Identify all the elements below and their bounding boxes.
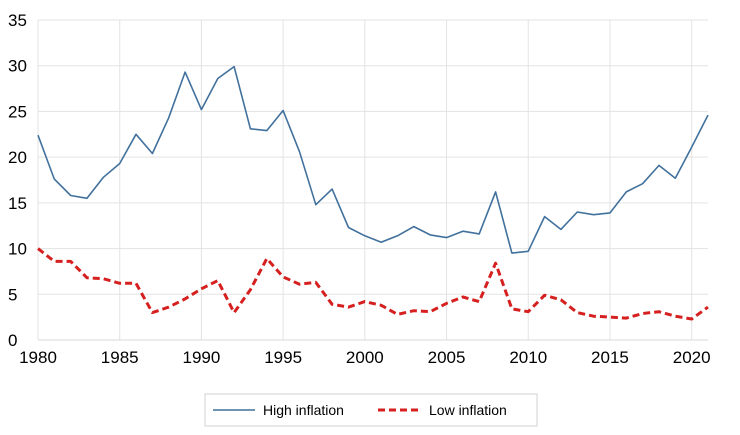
x-tick-label: 2010 bbox=[509, 348, 547, 367]
legend-label-low-inflation: Low inflation bbox=[429, 402, 507, 418]
legend-box bbox=[204, 393, 538, 427]
x-tick-label: 1980 bbox=[19, 348, 57, 367]
y-tick-label: 5 bbox=[8, 285, 17, 304]
x-tick-label: 2005 bbox=[428, 348, 466, 367]
legend: High inflation Low inflation bbox=[204, 393, 538, 427]
y-tick-label: 20 bbox=[8, 148, 27, 167]
axis-labels: 0 5 10 15 20 25 30 35 1980 1985 1990 1995 2000 2005 20… bbox=[8, 11, 711, 367]
x-tick-label: 1985 bbox=[101, 348, 139, 367]
series-layer bbox=[37, 65, 709, 321]
x-tick-label: 2020 bbox=[673, 348, 711, 367]
y-tick-label: 15 bbox=[8, 194, 27, 213]
y-tick-label: 0 bbox=[8, 331, 17, 350]
x-tick-label: 2000 bbox=[346, 348, 384, 367]
x-tick-label: 1990 bbox=[183, 348, 221, 367]
y-tick-label: 35 bbox=[8, 11, 27, 30]
y-tick-label: 25 bbox=[8, 102, 27, 121]
y-tick-label: 30 bbox=[8, 57, 27, 76]
x-tick-label: 2015 bbox=[591, 348, 629, 367]
legend-label-high-inflation: High inflation bbox=[263, 402, 344, 418]
series-line-high-inflation bbox=[37, 65, 709, 254]
x-tick-label: 1995 bbox=[264, 348, 302, 367]
y-tick-label: 10 bbox=[8, 240, 27, 259]
grid bbox=[37, 19, 708, 341]
series-line-low-inflation bbox=[37, 247, 709, 321]
